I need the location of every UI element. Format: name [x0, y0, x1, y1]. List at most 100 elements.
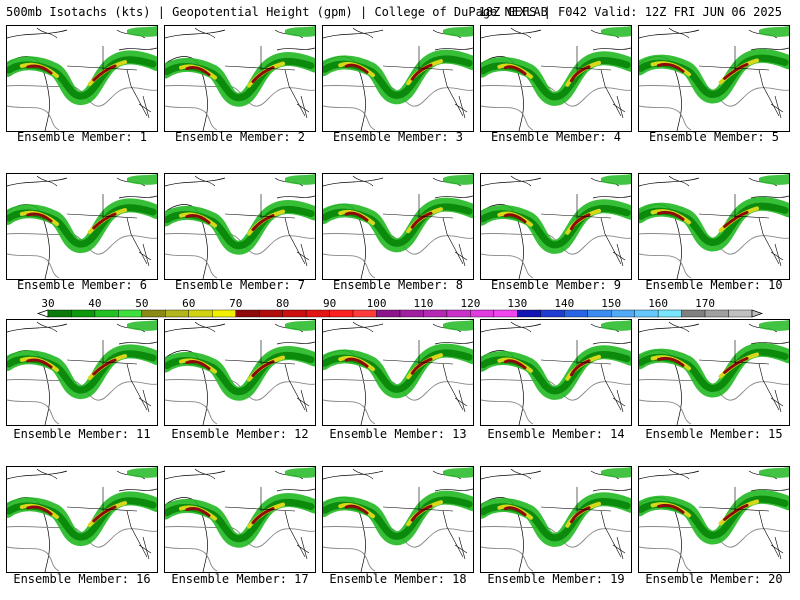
height-contour [7, 546, 60, 572]
jet-core [26, 358, 117, 376]
ensemble-member-map [164, 173, 316, 280]
height-contour [323, 525, 473, 548]
ensemble-member-label: Ensemble Member: 17 [171, 572, 309, 586]
height-contour [481, 399, 534, 425]
colorbar-tick-label: 160 [648, 297, 669, 310]
height-contour [481, 253, 534, 279]
height-contour [7, 84, 157, 107]
ensemble-member-label: Ensemble Member: 4 [490, 130, 622, 144]
ensemble-member-label: Ensemble Member: 12 [171, 427, 309, 441]
ensemble-member-map [164, 319, 316, 426]
height-contour [481, 84, 631, 107]
state-borders [66, 340, 152, 413]
colorbar-tick-label: 60 [182, 297, 196, 310]
jet-core [26, 64, 117, 82]
colorbar-tick-label: 70 [229, 297, 243, 310]
height-contour [7, 378, 157, 401]
colorbar-swatch [94, 309, 119, 318]
jet-core [657, 503, 749, 521]
height-contour [481, 378, 631, 401]
jet-stream-band [601, 26, 631, 37]
height-contour [323, 105, 376, 131]
height-contour [7, 232, 157, 255]
colorbar-swatch [212, 309, 236, 318]
jet-stream-band [601, 174, 631, 185]
colorbar-swatch [470, 309, 495, 318]
ensemble-member-map [322, 319, 474, 426]
jet-core [503, 213, 591, 231]
state-borders [382, 487, 468, 560]
ensemble-member-label: Ensemble Member: 19 [487, 572, 625, 586]
jet-stream-band [759, 174, 789, 185]
jet-core [503, 65, 591, 83]
height-contour [7, 105, 60, 131]
height-contour [639, 399, 692, 425]
state-borders [224, 194, 310, 267]
colorbar-swatch [564, 309, 588, 318]
ensemble-member-label: Ensemble Member: 10 [645, 278, 783, 292]
jet-core [503, 359, 591, 377]
height-contour [639, 232, 789, 255]
colorbar-swatch [188, 309, 213, 318]
state-borders [540, 340, 626, 413]
ensemble-member-label: Ensemble Member: 6 [16, 278, 148, 292]
jet-stream-band [443, 467, 473, 478]
ensemble-member-map [6, 319, 158, 426]
colorbar-swatch [681, 309, 706, 318]
state-borders [382, 194, 468, 267]
ensemble-member-map [480, 466, 632, 573]
height-contour [639, 378, 789, 401]
height-contour [323, 253, 376, 279]
colorbar-swatch [352, 309, 377, 318]
height-contour [165, 399, 218, 425]
colorbar-swatch [376, 309, 401, 318]
height-contour [7, 399, 60, 425]
colorbar-swatch [399, 309, 424, 318]
ensemble-member-map [322, 466, 474, 573]
jet-stream-band [127, 26, 157, 37]
colorbar-swatch [704, 309, 729, 318]
jet-core [344, 357, 433, 375]
ensemble-member-label: Ensemble Member: 15 [645, 427, 783, 441]
colorbar-tick-label: 40 [88, 297, 102, 310]
colorbar-tick-label: 30 [41, 297, 55, 310]
jet-stream-band [443, 174, 473, 185]
jet-stream-band [601, 467, 631, 478]
colorbar-swatch [282, 309, 307, 318]
jet-stream-band [443, 26, 473, 37]
jet-core [344, 211, 433, 229]
header-title: 500mb Isotachs (kts) | Geopotential Heig… [6, 5, 548, 19]
ensemble-member-label: Ensemble Member: 3 [332, 130, 464, 144]
height-contour [639, 525, 789, 548]
colorbar-swatch [587, 309, 612, 318]
height-contour [639, 253, 692, 279]
coastline-outline [165, 177, 315, 279]
coastline-outline [165, 29, 315, 131]
ensemble-member-label: Ensemble Member: 9 [490, 278, 622, 292]
colorbar-swatch [611, 309, 635, 318]
height-contour [165, 546, 218, 572]
coastline-outline [7, 470, 157, 572]
colorbar-swatch [165, 309, 189, 318]
coastline-outline [7, 323, 157, 425]
coastline-outline [323, 29, 473, 131]
colorbar-swatch [657, 309, 682, 318]
ensemble-member-map [164, 466, 316, 573]
state-borders [66, 194, 152, 267]
colorbar-swatch [423, 309, 448, 318]
colorbar-swatch [634, 309, 659, 318]
ensemble-member-label: Ensemble Member: 5 [648, 130, 780, 144]
ensemble-member-map [638, 25, 790, 132]
colorbar-tick-label: 50 [135, 297, 149, 310]
colorbar-swatch [728, 309, 753, 318]
colorbar-swatch [305, 309, 330, 318]
state-borders [224, 46, 310, 119]
coastline-outline [165, 470, 315, 572]
height-contour [165, 105, 218, 131]
coastline-outline [323, 470, 473, 572]
coastline-outline [7, 29, 157, 131]
state-borders [66, 487, 152, 560]
colorbar-swatch [259, 309, 283, 318]
coastline-outline [481, 177, 631, 279]
ensemble-member-label: Ensemble Member: 7 [174, 278, 306, 292]
